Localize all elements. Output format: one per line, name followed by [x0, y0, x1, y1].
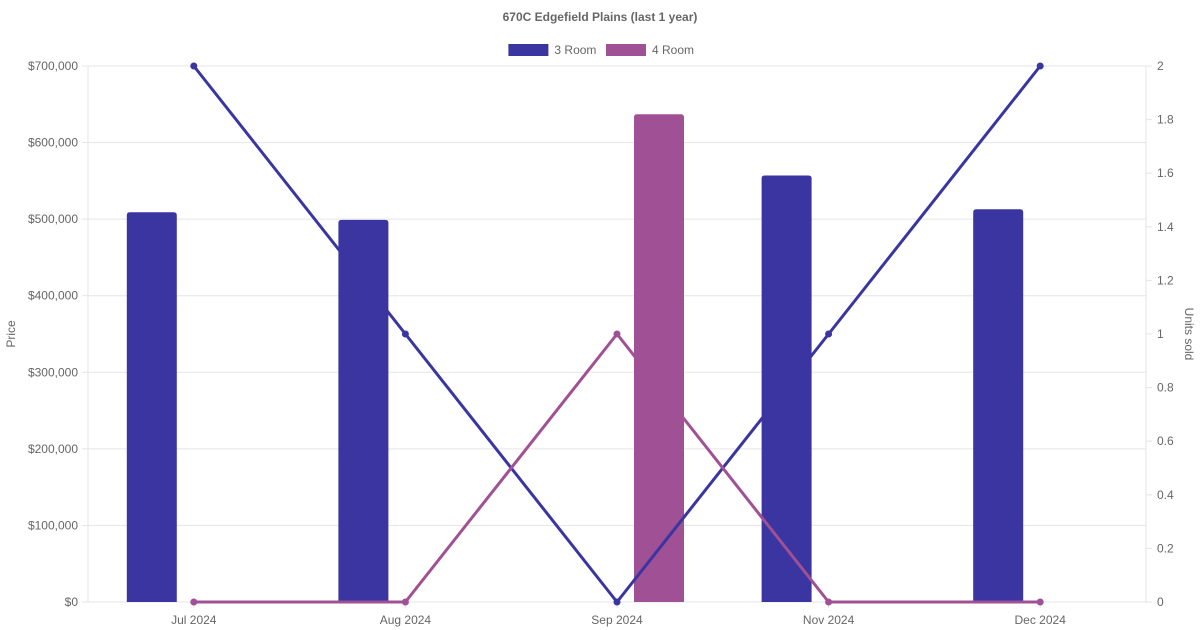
right-tick-label: 2 — [1157, 59, 1164, 73]
left-tick-label: $300,000 — [28, 365, 78, 379]
left-axis-title: Price — [4, 320, 18, 348]
right-tick-label: 1.2 — [1157, 273, 1174, 287]
x-tick-label: Dec 2024 — [1015, 613, 1067, 627]
right-tick-label: 0.8 — [1157, 381, 1174, 395]
right-tick-label: 0.2 — [1157, 541, 1174, 555]
x-tick-label: Sep 2024 — [591, 613, 643, 627]
x-axis-ticks: Jul 2024 Aug 2024 Sep 2024 Nov 2024 Dec 2024 — [171, 613, 1066, 627]
line-point — [825, 330, 833, 338]
right-axis-title: Units sold — [1182, 308, 1196, 361]
chart-title: 670C Edgefield Plains (last 1 year) — [503, 10, 698, 24]
left-tick-label: $100,000 — [28, 518, 78, 532]
line-point — [613, 330, 621, 338]
line-point — [613, 598, 621, 606]
bar — [634, 114, 684, 603]
left-tick-label: $700,000 — [28, 59, 78, 73]
line-point — [190, 62, 198, 70]
grid-lines — [82, 65, 1152, 608]
left-tick-label: $600,000 — [28, 136, 78, 150]
right-tick-label: 0 — [1157, 595, 1164, 609]
right-tick-label: 1.4 — [1157, 220, 1174, 234]
line-point — [401, 598, 409, 606]
line-series — [190, 62, 1044, 606]
line-point — [401, 330, 409, 338]
x-tick-label: Jul 2024 — [171, 613, 217, 627]
bar-series — [126, 114, 1024, 603]
right-axis-ticks: 0 0.2 0.4 0.6 0.8 1 1.2 1.4 1.6 1.8 2 — [1157, 59, 1174, 609]
left-tick-label: $200,000 — [28, 442, 78, 456]
line-point — [190, 598, 198, 606]
legend: 3 Room 4 Room — [508, 43, 694, 57]
right-tick-label: 1.6 — [1157, 166, 1174, 180]
right-tick-label: 1.8 — [1157, 113, 1174, 127]
left-tick-label: $0 — [65, 595, 79, 609]
legend-label: 4 Room — [652, 43, 694, 57]
line-point — [1036, 62, 1044, 70]
bar — [973, 209, 1024, 602]
right-tick-label: 1 — [1157, 327, 1164, 341]
left-tick-label: $400,000 — [28, 289, 78, 303]
line-point — [1036, 598, 1044, 606]
right-tick-label: 0.6 — [1157, 434, 1174, 448]
bar — [126, 212, 177, 602]
x-tick-label: Nov 2024 — [803, 613, 855, 627]
x-tick-label: Aug 2024 — [380, 613, 432, 627]
legend-label: 3 Room — [554, 43, 596, 57]
left-tick-label: $500,000 — [28, 212, 78, 226]
legend-swatch — [606, 44, 646, 56]
series-line — [193, 332, 1041, 604]
right-tick-label: 0.4 — [1157, 488, 1174, 502]
line-point — [825, 598, 833, 606]
bar — [338, 219, 389, 602]
left-axis-ticks: $0 $100,000 $200,000 $300,000 $400,000 $500,0… — [28, 59, 78, 609]
legend-swatch — [508, 44, 549, 56]
